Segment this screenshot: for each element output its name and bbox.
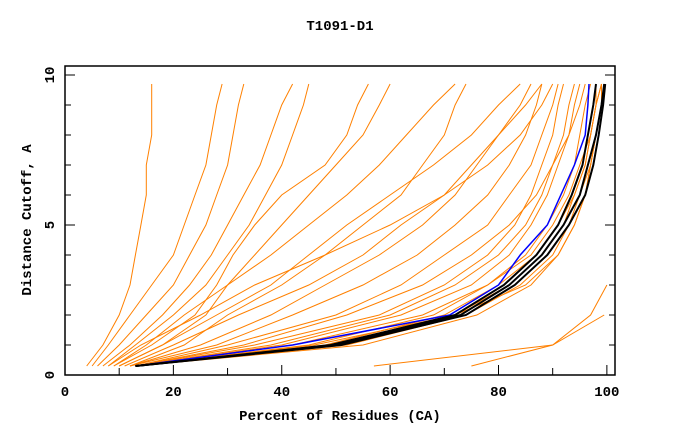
y-tick-label: 10 [43, 67, 59, 84]
x-tick-label: 0 [61, 385, 69, 401]
x-tick-label: 80 [490, 385, 507, 401]
x-tick-label: 20 [165, 385, 182, 401]
chart-title: T1091-D1 [306, 19, 373, 35]
series-line-model-4 [107, 83, 310, 367]
series-line-model-16 [124, 83, 543, 367]
series-line-model-31 [135, 83, 597, 367]
series-line-model-28 [471, 284, 608, 367]
series-line-model-1 [86, 84, 153, 367]
x-tick-label: 100 [594, 385, 619, 401]
y-tick-label: 5 [43, 221, 59, 229]
x-tick-label: 60 [382, 385, 399, 401]
series-line-model-9 [135, 83, 581, 367]
series-line-model-18 [113, 83, 456, 367]
series-line-model-15 [129, 83, 532, 367]
x-axis-label: Percent of Residues (CA) [239, 409, 441, 425]
series-line-model-2 [91, 83, 223, 367]
series-line-model-8 [135, 83, 564, 367]
series-line-model-19 [108, 83, 554, 367]
y-tick-label: 0 [43, 371, 59, 379]
series-line-model-7 [135, 83, 559, 367]
series-line-model-29 [135, 83, 590, 367]
series-line-model-30 [135, 83, 606, 367]
series-line-model-3 [97, 83, 245, 367]
series-line-model-24 [113, 83, 369, 367]
y-axis-label: Distance Cutoff, A [20, 144, 36, 296]
x-tick-label: 40 [273, 385, 290, 401]
series-line-model-17 [118, 83, 521, 367]
series-line-model-22 [135, 83, 586, 367]
series-line-model-14 [129, 83, 543, 367]
series-line-model-23 [102, 83, 294, 367]
axes: 0 20 40 60 80 100 0 5 10 [43, 65, 619, 401]
series-lines [86, 83, 608, 367]
plot-frame [64, 65, 616, 376]
series-line-model-5 [118, 83, 391, 367]
series-line-model-6 [129, 83, 467, 367]
series-line-model-32 [135, 83, 607, 367]
series-line-model-21 [135, 83, 575, 367]
